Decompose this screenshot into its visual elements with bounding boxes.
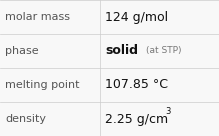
Text: molar mass: molar mass <box>5 12 71 22</box>
Text: density: density <box>5 114 46 124</box>
Text: solid: solid <box>105 44 138 58</box>
Text: phase: phase <box>5 46 39 56</box>
Text: melting point: melting point <box>5 80 80 90</box>
Text: 3: 3 <box>165 107 171 116</box>
Text: 107.85 °C: 107.85 °C <box>105 78 168 92</box>
Text: (at STP): (at STP) <box>146 47 181 55</box>
Text: 2.25 g/cm: 2.25 g/cm <box>105 112 168 126</box>
Text: 124 g/mol: 124 g/mol <box>105 10 168 24</box>
